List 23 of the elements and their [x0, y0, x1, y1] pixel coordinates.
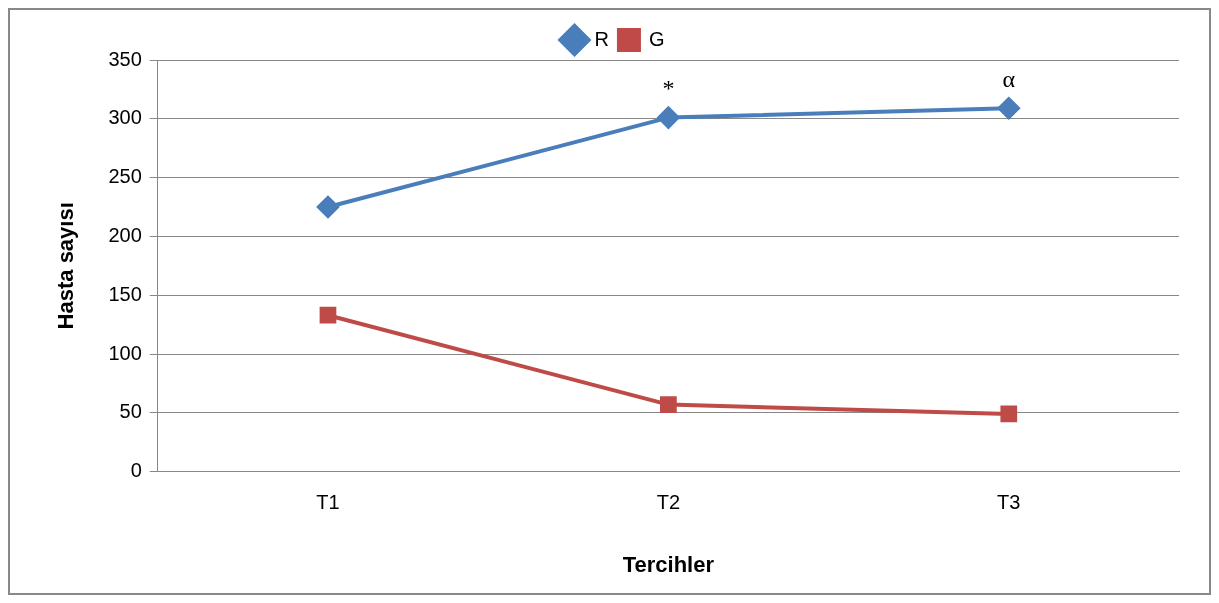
- annotation: *: [662, 74, 675, 101]
- y-tick-label: 250: [108, 165, 142, 188]
- point: [316, 196, 339, 218]
- x-tick-label: T1: [316, 491, 340, 514]
- point: [997, 97, 1020, 120]
- y-tick-label: 0: [130, 459, 142, 482]
- annotation: α: [1002, 65, 1016, 92]
- y-tick-label: 200: [108, 223, 142, 246]
- point: [1000, 405, 1018, 423]
- y-tick-label: 350: [108, 47, 142, 70]
- x-tick-label: T3: [997, 491, 1021, 514]
- x-tick-label: T2: [656, 491, 681, 514]
- point: [319, 306, 337, 324]
- legend-label: G: [648, 27, 665, 50]
- y-tick-label: 150: [108, 282, 142, 305]
- point: [660, 396, 677, 413]
- x-axis-title: Tercihler: [622, 551, 715, 577]
- y-tick-label: 300: [108, 106, 142, 129]
- y-tick-label: 100: [108, 341, 142, 364]
- point: [657, 106, 680, 129]
- y-tick-label: 50: [119, 400, 142, 423]
- y-axis-title: Hasta sayısı: [53, 202, 79, 330]
- legend-label: R: [594, 27, 609, 50]
